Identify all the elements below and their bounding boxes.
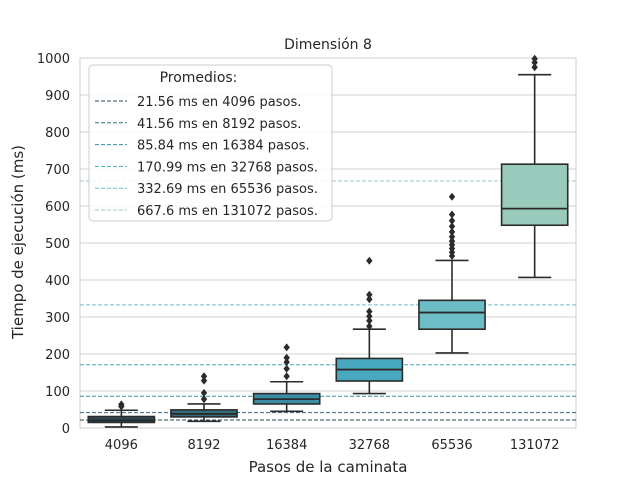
outlier-point (531, 54, 538, 63)
x-axis-label: Pasos de la caminata (249, 458, 408, 476)
outlier-point (366, 256, 373, 265)
legend-entry: 41.56 ms en 8192 pasos. (137, 117, 301, 132)
outlier-point (448, 227, 456, 236)
box (418, 299, 486, 331)
box-group-4096 (87, 400, 156, 428)
x-tick-label: 16384 (266, 438, 307, 453)
x-tick-label: 4096 (105, 438, 138, 453)
outlier-point (448, 222, 456, 231)
outlier-point (366, 316, 373, 325)
x-tick-label: 65536 (431, 438, 472, 453)
y-tick-label: 100 (45, 385, 70, 400)
x-tick-label: 32768 (349, 438, 390, 453)
box-group-16384 (252, 343, 321, 413)
y-tick-label: 300 (45, 311, 70, 326)
outlier-point (200, 388, 208, 397)
box-group-131072 (500, 54, 569, 279)
legend-entry: 21.56 ms en 4096 pasos. (137, 95, 301, 110)
outlier-point (366, 307, 373, 316)
box-group-32768 (335, 256, 404, 395)
outlier-point (366, 312, 373, 321)
box-group-65536 (418, 192, 486, 354)
outlier-point (448, 237, 456, 246)
outlier-point (200, 372, 208, 381)
y-tick-label: 1000 (37, 52, 70, 67)
x-tick-label: 8192 (187, 438, 220, 453)
outlier-point (200, 395, 208, 404)
legend-box (88, 64, 333, 222)
outlier-point (283, 353, 290, 362)
legend-title: Promedios: (160, 70, 238, 86)
outlier-point (283, 372, 290, 381)
chart-title: Dimensión 8 (284, 37, 372, 53)
legend-entry: 170.99 ms en 32768 pasos. (137, 160, 318, 175)
plot-frame (79, 57, 577, 429)
legend-entry: 332.69 ms en 65536 pasos. (137, 182, 318, 197)
x-tick-label: 131072 (510, 438, 560, 453)
outlier-point (366, 322, 373, 331)
legend-entry: 85.84 ms en 16384 pasos. (137, 139, 310, 154)
y-tick-label: 200 (45, 348, 70, 363)
outlier-point (448, 192, 456, 201)
outlier-point (366, 295, 373, 304)
legend-entry: 667.6 ms en 131072 pasos. (137, 204, 318, 219)
y-tick-label: 700 (45, 163, 70, 178)
y-axis-label: Tiempo de ejecución (ms) (9, 145, 27, 340)
outlier-point (200, 376, 208, 385)
box (500, 163, 569, 227)
outlier-point (366, 290, 373, 299)
y-tick-label: 500 (45, 237, 70, 252)
box-group-8192 (170, 372, 238, 423)
y-tick-label: 900 (45, 89, 70, 104)
outlier-point (531, 63, 538, 72)
plot-area: 0 100 200 300 400 500 600 700 800 900 1000 4096 8192… (37, 52, 577, 453)
y-tick-label: 400 (45, 274, 70, 289)
legend: Promedios: 21.56 ms en 4096 pasos. 41.56 m… (88, 64, 333, 222)
outlier-point (448, 216, 456, 225)
outlier-point (118, 400, 125, 409)
outlier-point (448, 232, 456, 241)
outlier-point (283, 364, 290, 373)
outlier-point (448, 210, 456, 219)
outlier-point (283, 358, 290, 367)
y-tick-label: 600 (45, 200, 70, 215)
y-tick-label: 0 (62, 422, 70, 437)
y-tick-label: 800 (45, 126, 70, 141)
outlier-point (283, 343, 290, 352)
